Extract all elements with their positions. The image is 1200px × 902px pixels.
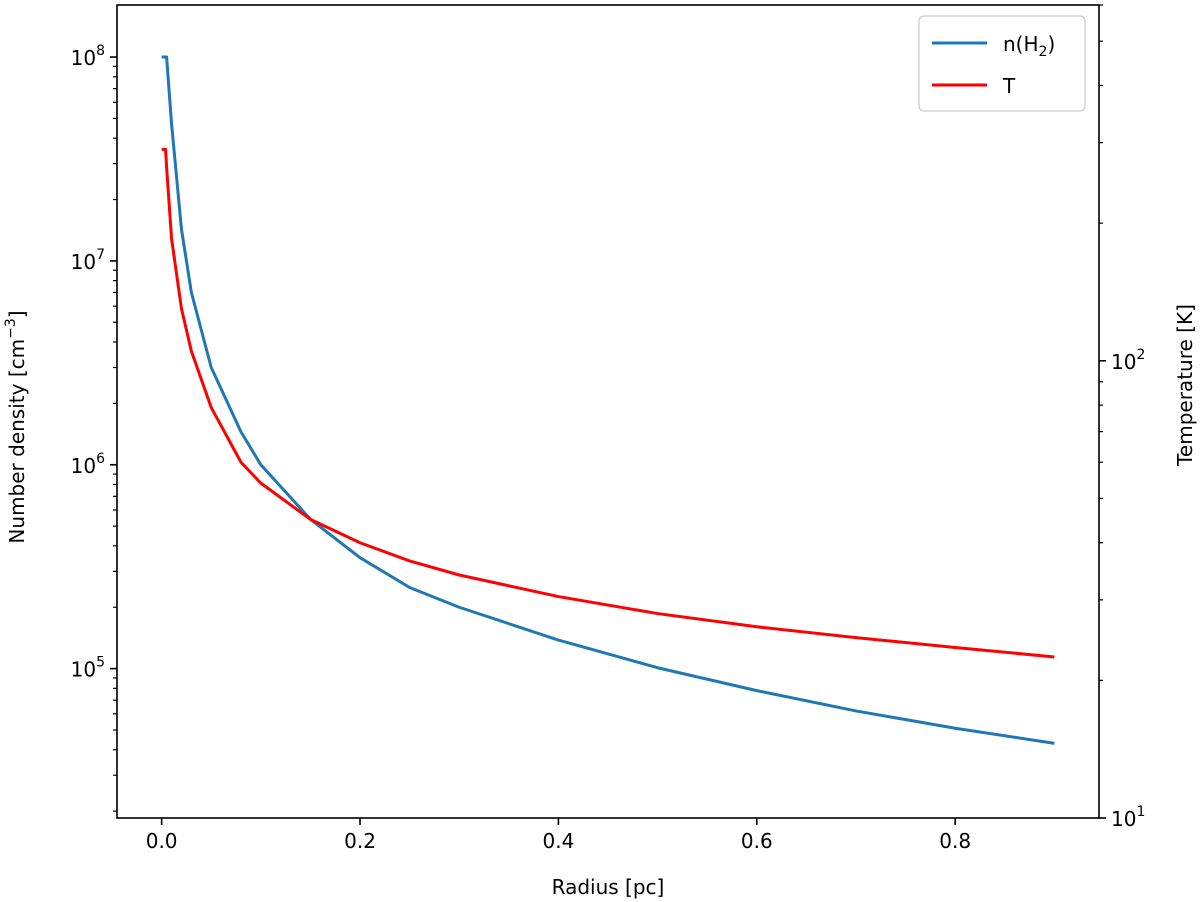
x-tick-label: 0.6 [741, 829, 773, 853]
series-line-nh2 [161, 55, 1055, 745]
x-tick-label: 0.0 [146, 829, 178, 853]
x-axis-ticks: 0.0 0.2 0.4 0.6 0.8 [146, 818, 971, 853]
left-y-axis-label-close: ] [5, 310, 29, 318]
left-y-axis-label-main: Number density [cm [5, 339, 29, 544]
x-axis-label: Radius [pc] [552, 875, 665, 899]
x-tick-label: 0.4 [542, 829, 574, 853]
legend-label-nh2: n(H2) [1003, 32, 1055, 60]
right-y-tick-label: 101 [1111, 804, 1145, 831]
left-y-axis-ticks: 105 106 107 108 [71, 43, 117, 812]
x-tick-label: 0.2 [344, 829, 376, 853]
plot-lines [161, 55, 1055, 745]
series-line-t [161, 147, 1055, 659]
right-y-axis-label: Temperature [K] [1173, 304, 1197, 467]
left-y-tick-label: 108 [71, 43, 105, 70]
left-y-tick-label: 105 [71, 655, 105, 682]
left-y-axis-label-exponent: −3 [3, 318, 19, 339]
legend-box [918, 15, 1086, 112]
legend-label-t: T [1002, 74, 1016, 98]
x-tick-label: 0.8 [939, 829, 971, 853]
plot-frame [116, 4, 1100, 819]
right-y-axis-ticks: 101 102 [1099, 4, 1145, 831]
left-y-tick-label: 107 [71, 247, 105, 274]
legend: n(H2) T [918, 15, 1086, 112]
right-y-tick-label: 102 [1111, 347, 1145, 374]
left-y-axis-label: Number density [cm−3] [3, 310, 29, 543]
left-y-tick-label: 106 [71, 451, 105, 478]
